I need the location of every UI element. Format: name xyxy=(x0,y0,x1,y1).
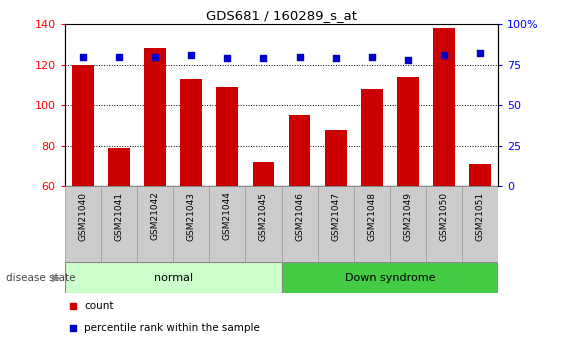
Text: GSM21048: GSM21048 xyxy=(367,191,376,240)
Bar xyxy=(101,186,137,262)
Bar xyxy=(65,186,101,262)
Text: Down syndrome: Down syndrome xyxy=(345,273,435,283)
Text: count: count xyxy=(84,301,114,311)
Bar xyxy=(216,87,238,186)
Point xyxy=(440,52,449,58)
Text: normal: normal xyxy=(154,273,193,283)
Bar xyxy=(209,186,245,262)
Bar xyxy=(144,48,166,186)
Bar xyxy=(390,186,426,262)
Point xyxy=(476,51,485,56)
Bar xyxy=(434,28,455,186)
Bar xyxy=(180,79,202,186)
Bar xyxy=(462,186,498,262)
Bar xyxy=(173,186,209,262)
Point xyxy=(150,54,159,59)
Text: GSM21051: GSM21051 xyxy=(476,191,485,241)
Bar xyxy=(282,186,318,262)
Text: GSM21049: GSM21049 xyxy=(404,191,413,240)
Bar xyxy=(72,65,93,186)
Point xyxy=(404,57,413,62)
Bar xyxy=(397,77,419,186)
Text: GSM21043: GSM21043 xyxy=(187,191,196,240)
Title: GDS681 / 160289_s_at: GDS681 / 160289_s_at xyxy=(206,9,357,22)
Point xyxy=(78,54,87,59)
Point xyxy=(69,325,78,331)
Point xyxy=(331,56,340,61)
Bar xyxy=(318,186,354,262)
Bar xyxy=(325,130,347,186)
Text: disease state: disease state xyxy=(6,273,75,283)
Bar xyxy=(354,186,390,262)
Point xyxy=(223,56,232,61)
Text: ▶: ▶ xyxy=(52,273,61,283)
Text: GSM21044: GSM21044 xyxy=(223,191,232,240)
Text: GSM21050: GSM21050 xyxy=(440,191,449,241)
Bar xyxy=(137,186,173,262)
Text: GSM21042: GSM21042 xyxy=(150,191,159,240)
Bar xyxy=(426,186,462,262)
Bar xyxy=(245,186,282,262)
Point xyxy=(69,303,78,308)
Text: GSM21045: GSM21045 xyxy=(259,191,268,240)
Point xyxy=(259,56,268,61)
Point xyxy=(367,54,376,59)
Text: GSM21040: GSM21040 xyxy=(78,191,87,240)
Text: GSM21047: GSM21047 xyxy=(331,191,340,240)
Text: GSM21046: GSM21046 xyxy=(295,191,304,240)
Bar xyxy=(253,162,274,186)
Bar xyxy=(289,115,310,186)
Text: GSM21041: GSM21041 xyxy=(114,191,123,240)
Bar xyxy=(282,262,498,293)
Bar xyxy=(361,89,383,186)
Bar xyxy=(470,164,491,186)
Bar xyxy=(108,148,129,186)
Point xyxy=(295,54,304,59)
Bar xyxy=(65,262,282,293)
Point xyxy=(187,52,196,58)
Text: percentile rank within the sample: percentile rank within the sample xyxy=(84,323,260,333)
Point xyxy=(114,54,123,59)
